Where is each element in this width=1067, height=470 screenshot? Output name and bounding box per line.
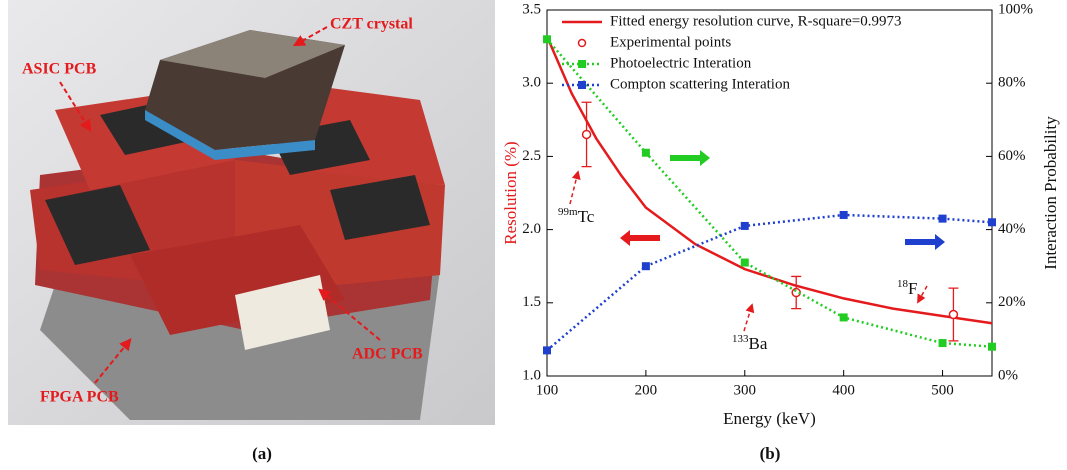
photo-label: ADC PCB xyxy=(352,346,423,363)
annotation-superscript: 99m xyxy=(558,206,578,218)
annotation: 99mTc xyxy=(558,206,595,226)
y-tick-label: 1.0 xyxy=(522,367,541,383)
axis-arrow xyxy=(905,234,945,250)
photo-label: ASIC PCB xyxy=(22,61,97,78)
y2-tick-label: 60% xyxy=(998,148,1026,164)
annotation-text: Tc xyxy=(578,207,595,226)
annotation-arrow xyxy=(744,305,752,331)
data-point xyxy=(741,259,749,267)
annotation-text: F xyxy=(908,279,917,298)
figure: CZT crystal ASIC PCB ADC PCB FPGA PCB (a… xyxy=(0,0,1067,470)
series-line xyxy=(547,215,992,350)
chart: 100 200 300 400 500 1.0 1.5 2.0 2.5 3.0 3.5 0% 20% 40… xyxy=(501,1,1060,427)
y-tick-label: 2.0 xyxy=(522,221,541,237)
photo-label: FPGA PCB xyxy=(40,389,119,406)
x-tick-label: 500 xyxy=(931,382,954,398)
data-point xyxy=(741,222,749,230)
legend-label: Photoelectric Interation xyxy=(610,55,752,71)
data-point xyxy=(949,311,957,319)
y-tick-label: 1.5 xyxy=(522,294,541,310)
photo: CZT crystal ASIC PCB ADC PCB FPGA PCB xyxy=(8,0,495,425)
y2-tick-label: 0% xyxy=(998,367,1018,383)
axis-arrow xyxy=(620,230,660,246)
x-tick-label: 300 xyxy=(734,382,757,398)
data-point xyxy=(583,130,591,138)
data-point xyxy=(840,211,848,219)
legend-label: Compton scattering Interation xyxy=(610,76,790,92)
data-point xyxy=(642,149,650,157)
annotation-arrow xyxy=(570,172,578,204)
x-tick-label: 200 xyxy=(635,382,658,398)
data-point xyxy=(939,339,947,347)
data-point xyxy=(642,262,650,270)
legend-marker xyxy=(578,60,586,68)
axis-arrow xyxy=(670,150,710,166)
y2-axis-label: Interaction Probability xyxy=(1041,116,1060,270)
legend-marker xyxy=(578,81,586,89)
panel-label: (a) xyxy=(252,444,272,463)
data-point xyxy=(543,35,551,43)
legend-label: Experimental points xyxy=(610,34,731,50)
legend-marker xyxy=(579,40,586,47)
y-tick-label: 2.5 xyxy=(522,148,541,164)
x-axis-label: Energy (keV) xyxy=(723,409,816,428)
x-tick-label: 400 xyxy=(832,382,855,398)
y-tick-label: 3.5 xyxy=(522,1,541,17)
page: CZT crystal ASIC PCB ADC PCB FPGA PCB (a… xyxy=(0,0,1067,470)
y2-tick-label: 80% xyxy=(998,75,1026,91)
photo-label: CZT crystal xyxy=(330,16,413,33)
data-point xyxy=(988,218,996,226)
x-tick-label: 100 xyxy=(536,382,559,398)
y2-tick-label: 100% xyxy=(998,1,1033,17)
annotation-superscript: 18 xyxy=(897,278,909,290)
annotation: 18F xyxy=(897,278,917,298)
y-tick-label: 3.0 xyxy=(522,75,541,91)
data-point xyxy=(543,346,551,354)
y-axis-label: Resolution (%) xyxy=(501,141,520,244)
panel-label: (b) xyxy=(760,444,781,463)
data-point xyxy=(939,215,947,223)
annotation-superscript: 133 xyxy=(732,333,749,345)
annotation: 133Ba xyxy=(732,333,768,353)
y2-tick-label: 40% xyxy=(998,221,1026,237)
annotation-arrow xyxy=(918,286,927,302)
annotation-text: Ba xyxy=(749,334,768,353)
data-point xyxy=(988,343,996,351)
data-point xyxy=(840,313,848,321)
y2-tick-label: 20% xyxy=(998,294,1026,310)
legend-label: Fitted energy resolution curve, R-square… xyxy=(610,13,901,29)
